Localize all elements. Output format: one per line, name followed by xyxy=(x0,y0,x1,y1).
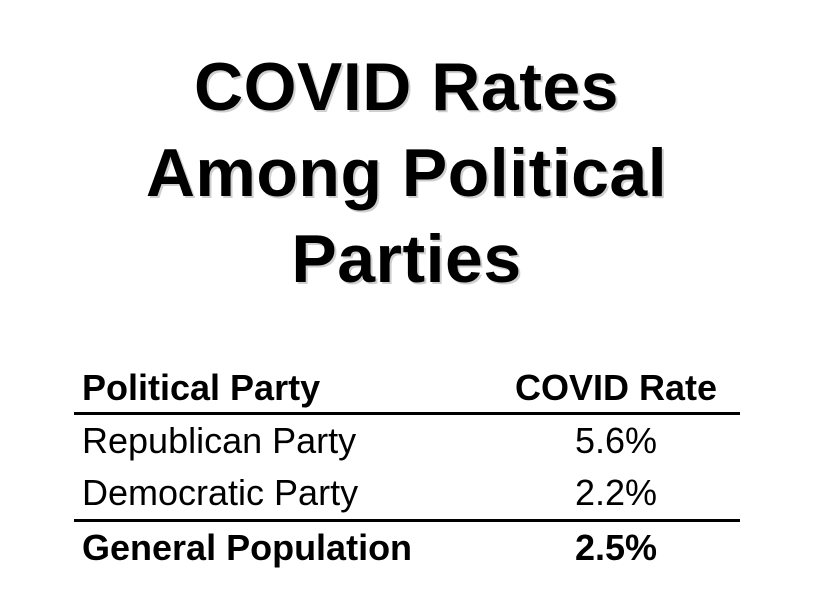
header-political-party: Political Party xyxy=(82,367,321,408)
title-line-3: Parties xyxy=(291,221,522,297)
title-line-1: COVID Rates xyxy=(194,49,619,125)
rates-table: Political Party COVID Rate Republican Pa… xyxy=(74,364,740,574)
party-cell: Republican Party xyxy=(82,420,357,461)
table-row: Democratic Party 2.2% xyxy=(74,467,740,519)
table-total-row: General Population 2.5% xyxy=(74,519,740,574)
party-cell: Democratic Party xyxy=(82,472,359,513)
table-header-row: Political Party COVID Rate xyxy=(74,364,740,415)
rate-cell: 2.2% xyxy=(574,472,658,513)
page-title: COVID Rates Among Political Parties xyxy=(0,44,813,302)
rate-cell: 5.6% xyxy=(574,420,658,461)
title-line-2: Among Political xyxy=(145,135,668,211)
total-party-cell: General Population xyxy=(82,527,413,568)
table-row: Republican Party 5.6% xyxy=(74,415,740,467)
total-rate-cell: 2.5% xyxy=(574,527,658,568)
header-covid-rate: COVID Rate xyxy=(514,367,718,408)
